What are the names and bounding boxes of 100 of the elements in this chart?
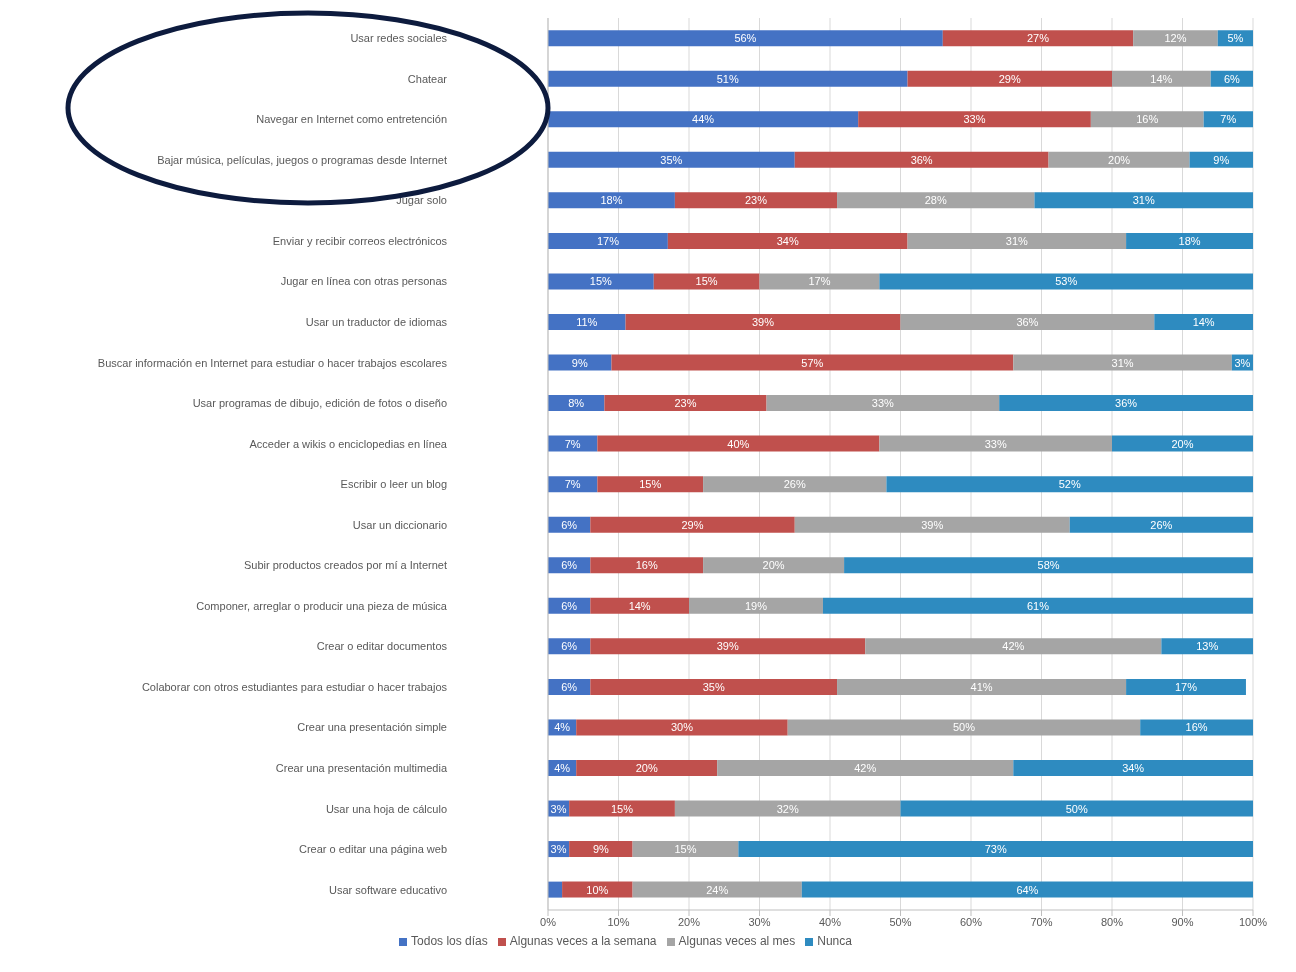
data-label: 26%	[783, 478, 806, 491]
data-label: 31%	[1132, 194, 1155, 207]
bar	[879, 273, 1253, 290]
data-label: 5%	[1227, 32, 1244, 45]
data-label: 57%	[801, 356, 824, 369]
data-label: 15%	[674, 843, 697, 856]
bar	[611, 354, 1014, 371]
x-tick-label: 50%	[889, 915, 912, 928]
data-label: 15%	[695, 275, 718, 288]
data-label: 10%	[586, 883, 609, 896]
data-label: 15%	[589, 275, 613, 288]
bar	[794, 516, 1070, 533]
data-label: 6%	[561, 680, 578, 693]
data-label: 39%	[921, 518, 944, 531]
data-label: 31%	[1005, 234, 1029, 247]
data-label: 33%	[984, 437, 1007, 450]
data-label: 23%	[674, 397, 697, 410]
data-label: 26%	[1150, 518, 1173, 531]
bar	[703, 557, 845, 574]
bar	[569, 841, 633, 858]
y-tick-label: Navegar en Internet como entretención	[256, 113, 447, 126]
y-tick-label: Escribir o leer un blog	[340, 478, 447, 491]
data-label: 3%	[550, 802, 567, 815]
bar	[865, 638, 1162, 655]
data-label: 42%	[854, 761, 877, 774]
data-label: 3%	[1234, 356, 1251, 369]
data-label: 9%	[1213, 153, 1230, 166]
data-label: 42%	[1002, 640, 1025, 653]
y-tick-label: Crear una presentación multimedia	[275, 762, 448, 774]
data-label: 58%	[1037, 559, 1060, 572]
bar	[1013, 759, 1253, 776]
data-label: 7%	[564, 437, 581, 450]
bar	[1133, 30, 1218, 47]
data-label: 39%	[752, 315, 775, 328]
bar	[837, 678, 1127, 695]
bar	[1112, 435, 1253, 452]
bar	[590, 678, 838, 695]
bar	[801, 881, 1253, 898]
data-label: 16%	[1136, 113, 1159, 126]
bar	[1126, 678, 1246, 695]
data-label: 7%	[1220, 113, 1237, 126]
data-label: 29%	[681, 518, 704, 531]
y-tick-label: Jugar solo	[396, 194, 447, 207]
y-tick-label: Usar un diccionario	[352, 518, 447, 531]
data-label: 64%	[1016, 883, 1039, 896]
bar	[625, 313, 901, 330]
x-tick-label: 40%	[818, 915, 842, 928]
data-label: 14%	[1192, 315, 1215, 328]
bar	[590, 557, 704, 574]
bar	[1112, 70, 1211, 87]
data-label: 28%	[924, 194, 947, 207]
y-tick-label: Acceder a wikis o enciclopedias en línea	[249, 437, 448, 450]
y-tick-label: Colaborar con otros estudiantes para estudiar o hacer trabajos	[141, 680, 448, 693]
data-label: 35%	[702, 680, 725, 693]
x-tick-label: 80%	[1100, 915, 1124, 928]
data-label: 11%	[576, 315, 598, 328]
data-label: 17%	[808, 275, 831, 288]
data-label: 6%	[561, 599, 578, 612]
data-label: 16%	[1185, 721, 1208, 734]
bar	[1161, 638, 1253, 655]
data-label: 20%	[1108, 153, 1131, 166]
data-label: 20%	[1171, 437, 1194, 450]
data-label: 36%	[1016, 315, 1039, 328]
y-tick-label: Crear o editar documentos	[316, 640, 448, 653]
data-label: 33%	[963, 113, 986, 126]
bar	[1034, 192, 1253, 209]
bar	[548, 151, 795, 168]
data-label: 17%	[596, 234, 620, 247]
bar	[674, 800, 901, 817]
bar	[837, 192, 1035, 209]
data-label: 15%	[611, 802, 634, 815]
data-label: 33%	[871, 397, 895, 410]
bar	[794, 151, 1049, 168]
bar	[1090, 111, 1204, 128]
data-label: 30%	[670, 721, 694, 734]
bar	[1048, 151, 1190, 168]
bar	[738, 841, 1253, 858]
data-label: 44%	[692, 113, 715, 126]
bar	[597, 476, 704, 493]
bar	[653, 273, 760, 290]
data-label: 16%	[635, 559, 658, 572]
bar	[548, 881, 563, 898]
data-label: 6%	[561, 518, 578, 531]
bar	[822, 597, 1253, 614]
data-label: 40%	[727, 437, 750, 450]
data-label: 3%	[550, 843, 567, 856]
y-tick-label: Crear o editar una página web	[299, 843, 447, 856]
x-tick-label: 10%	[607, 915, 630, 928]
bar	[569, 800, 675, 817]
data-label: 18%	[600, 194, 623, 207]
bar	[942, 30, 1134, 47]
data-label: 32%	[776, 802, 799, 815]
data-label: 9%	[592, 843, 610, 856]
bar	[562, 881, 633, 898]
legend-label: Todos los días	[411, 934, 488, 948]
bar	[703, 476, 887, 493]
data-label: 20%	[635, 761, 658, 774]
y-tick-label: Bajar música, películas, juegos o programas desde Internet	[157, 153, 447, 166]
data-label: 50%	[1065, 802, 1088, 815]
data-label: 6%	[561, 559, 578, 572]
